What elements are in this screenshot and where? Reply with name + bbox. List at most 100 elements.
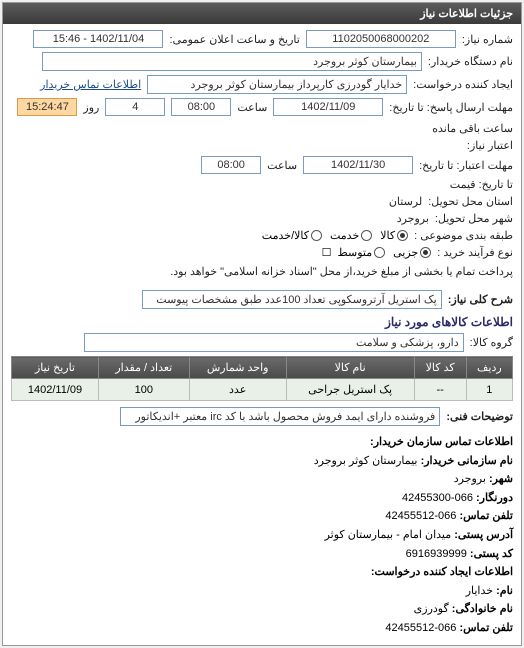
table-row: 1 -- پک استریل جراحی عدد 100 1402/11/09 xyxy=(12,379,513,401)
cr-family-value: گودرزی xyxy=(414,603,449,615)
time-label-1: ساعت xyxy=(237,101,267,114)
row-buyer-org: نام دستگاه خریدار: بیمارستان کوثر بروجرد xyxy=(11,52,513,71)
row-validity2: تا تاریخ: قیمت xyxy=(11,178,513,191)
deadline-time-field: 08:00 xyxy=(171,98,231,116)
desc-field: پک استریل آرتروسکوپی تعداد 100عدد طبق مش… xyxy=(142,290,442,309)
table-header-row: ردیف کد کالا نام کالا واحد شمارش تعداد /… xyxy=(12,357,513,379)
row-subject-cat: طبقه بندی موضوعی : کالا خدمت کالا/خدمت xyxy=(11,229,513,242)
goods-group-field: دارو، پزشکی و سلامت xyxy=(84,333,464,352)
buyer-org-label: نام دستگاه خریدار: xyxy=(428,55,513,68)
days-left-label: روز xyxy=(83,101,99,114)
deadline-send-label: مهلت ارسال پاسخ: تا تاریخ: xyxy=(389,101,513,114)
validity2-label: تا تاریخ: قیمت xyxy=(450,178,513,191)
req-no-label: شماره نیاز: xyxy=(462,33,513,46)
c-fax-label: دورنگار: xyxy=(476,492,513,504)
radio-goods[interactable]: کالا xyxy=(380,229,408,242)
cr-phone-label: تلفن تماس: xyxy=(459,622,513,634)
province-value: لرستان xyxy=(389,195,422,208)
contact-title: اطلاعات تماس سازمان خریدار: xyxy=(11,434,513,452)
purchase-type-label: نوع فرآیند خرید : xyxy=(437,246,513,259)
radio-dot-icon xyxy=(420,247,431,258)
c-org-line: نام سازمانی خریدار: بیمارستان کوثر بروجر… xyxy=(11,453,513,471)
c-phone-line: تلفن تماس: 066-42455512 xyxy=(11,508,513,526)
c-addr-line: آدرس پستی: میدان امام - بیمارستان کوثر xyxy=(11,527,513,545)
validity-date-field: 1402/11/30 xyxy=(303,156,413,174)
row-city: شهر محل تحویل: بروجرد xyxy=(11,212,513,225)
cr-phone-value: 066-42455512 xyxy=(385,622,456,634)
row-purchase-type: نوع فرآیند خرید : جزیی متوسط ☐ پرداخت تم… xyxy=(11,246,513,278)
c-addr-label: آدرس پستی: xyxy=(454,529,513,541)
cr-family-label: نام خانوادگی: xyxy=(452,603,513,615)
c-addr-value: میدان امام - بیمارستان کوثر xyxy=(325,529,452,541)
contact-link[interactable]: اطلاعات تماس خریدار xyxy=(40,78,141,91)
panel-title: جزئیات اطلاعات نیاز xyxy=(3,3,521,24)
th-rownum: ردیف xyxy=(466,357,512,379)
validity-time-field: 08:00 xyxy=(201,156,261,174)
checkbox-unchecked[interactable]: ☐ xyxy=(322,246,332,259)
radio-dot-icon xyxy=(374,247,385,258)
countdown-field: 15:24:47 xyxy=(17,98,77,116)
c-org-label: نام سازمانی خریدار: xyxy=(421,455,513,467)
cr-name-line: نام: خدایار xyxy=(11,583,513,601)
radio-minor[interactable]: جزیی xyxy=(393,246,431,259)
row-creator: ایجاد کننده درخواست: خدایار گودرزی کارپر… xyxy=(11,75,513,94)
row-desc: شرح کلی نیاز: پک استریل آرتروسکوپی تعداد… xyxy=(11,290,513,309)
radio-medium[interactable]: متوسط xyxy=(338,246,386,259)
creator-label: ایجاد کننده درخواست: xyxy=(413,78,513,91)
radio-dot-icon xyxy=(397,230,408,241)
cr-name-value: خدایار xyxy=(466,585,493,597)
panel-body: شماره نیاز: 1102050068000202 تاریخ و ساع… xyxy=(3,24,521,645)
row-province: استان محل تحویل: لرستان xyxy=(11,195,513,208)
radio-dot-icon xyxy=(311,230,322,241)
c-org-value: بیمارستان کوثر بروجرد xyxy=(314,455,418,467)
th-qty: تعداد / مقدار xyxy=(99,357,190,379)
purchase-note: پرداخت تمام یا بخشی از مبلغ خرید،از محل … xyxy=(170,265,513,278)
subject-radio-group: کالا خدمت کالا/خدمت xyxy=(262,229,408,242)
contact-block: اطلاعات تماس سازمان خریدار: نام سازمانی … xyxy=(11,434,513,638)
row-req-no: شماره نیاز: 1102050068000202 تاریخ و ساع… xyxy=(11,30,513,48)
row-deadline: مهلت ارسال پاسخ: تا تاریخ: 1402/11/09 سا… xyxy=(11,98,513,135)
c-post-line: کد پستی: 6916939999 xyxy=(11,546,513,564)
tech-desc-field: فروشنده دارای ایمد فروش محصول باشد با کد… xyxy=(120,407,440,426)
radio-both[interactable]: کالا/خدمت xyxy=(262,229,322,242)
goods-table: ردیف کد کالا نام کالا واحد شمارش تعداد /… xyxy=(11,356,513,401)
th-unit: واحد شمارش xyxy=(189,357,286,379)
c-city-value: بروجرد xyxy=(454,473,486,485)
td-qty: 100 xyxy=(99,379,190,401)
td-date: 1402/11/09 xyxy=(12,379,99,401)
th-date: تاریخ نیاز xyxy=(12,357,99,379)
time-label-2: ساعت xyxy=(267,159,297,172)
tech-desc-label: توضیحات فنی: xyxy=(446,410,513,423)
c-phone-value: 066-42455512 xyxy=(385,510,456,522)
c-fax-value: 066-42455300 xyxy=(402,492,473,504)
row-tech-desc: توضیحات فنی: فروشنده دارای ایمد فروش محص… xyxy=(11,407,513,426)
desc-label: شرح کلی نیاز: xyxy=(448,293,513,306)
row-goods-group: گروه کالا: دارو، پزشکی و سلامت xyxy=(11,333,513,352)
c-fax-line: دورنگار: 066-42455300 xyxy=(11,490,513,508)
c-post-label: کد پستی: xyxy=(470,548,513,560)
th-code: کد کالا xyxy=(414,357,466,379)
days-left-field: 4 xyxy=(105,98,165,116)
ann-time-label: تاریخ و ساعت اعلان عمومی: xyxy=(169,33,299,46)
cr-family-line: نام خانوادگی: گودرزی xyxy=(11,601,513,619)
city-value: بروجرد xyxy=(397,212,429,225)
cr-name-label: نام: xyxy=(496,585,513,597)
radio-service[interactable]: خدمت xyxy=(330,229,372,242)
deadline-date-field: 1402/11/09 xyxy=(273,98,383,116)
validity-to-label: مهلت اعتبار: تا تاریخ: xyxy=(419,159,513,172)
city-label: شهر محل تحویل: xyxy=(435,212,513,225)
subject-cat-label: طبقه بندی موضوعی : xyxy=(414,229,513,242)
td-unit: عدد xyxy=(189,379,286,401)
buyer-org-field: بیمارستان کوثر بروجرد xyxy=(42,52,422,71)
countdown-label: ساعت باقی مانده xyxy=(432,122,513,135)
purchase-radio-group: جزیی متوسط xyxy=(338,246,432,259)
c-phone-label: تلفن تماس: xyxy=(459,510,513,522)
creator-title: اطلاعات ایجاد کننده درخواست: xyxy=(11,564,513,582)
cr-phone-line: تلفن تماس: 066-42455512 xyxy=(11,620,513,638)
ann-time-field: 1402/11/04 - 15:46 xyxy=(33,30,163,48)
td-name: پک استریل جراحی xyxy=(286,379,414,401)
c-city-label: شهر: xyxy=(489,473,513,485)
c-post-value: 6916939999 xyxy=(406,548,467,560)
td-rownum: 1 xyxy=(466,379,512,401)
goods-info-title: اطلاعات کالاهای مورد نیاز xyxy=(11,315,513,329)
